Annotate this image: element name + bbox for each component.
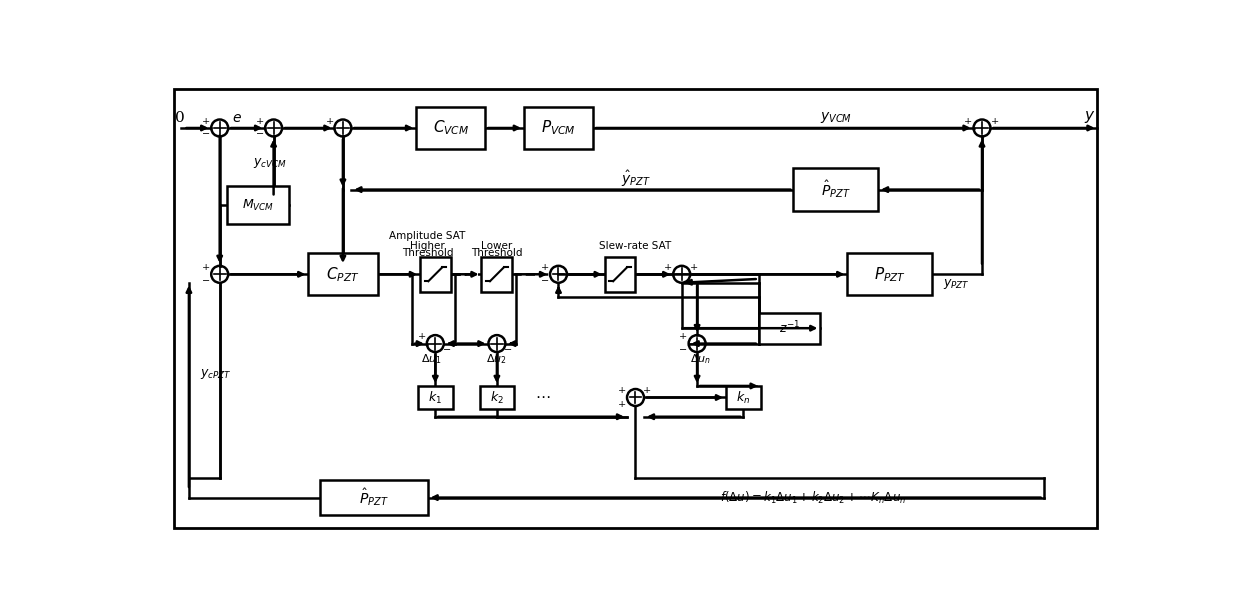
Text: Threshold: Threshold [402, 249, 454, 258]
Text: $f(\Delta u) = k_1\Delta u_1 + k_2\Delta u_2 + \cdots K_n\Delta u_n$: $f(\Delta u) = k_1\Delta u_1 + k_2\Delta… [719, 489, 905, 506]
Text: $\hat{P}_{PZT}$: $\hat{P}_{PZT}$ [358, 487, 388, 508]
Text: +: + [689, 263, 698, 272]
Text: +: + [326, 117, 334, 125]
Bar [794, 169, 878, 211]
Text: $P_{PZT}$: $P_{PZT}$ [873, 265, 905, 284]
Text: $\Delta u_n$: $\Delta u_n$ [691, 352, 712, 366]
Text: −: − [680, 346, 687, 355]
Bar [320, 480, 428, 515]
Text: Amplitude SAT: Amplitude SAT [389, 231, 466, 241]
Text: −: − [505, 346, 512, 355]
Text: $y_{cVCM}$: $y_{cVCM}$ [253, 156, 286, 170]
Text: −: − [443, 346, 451, 355]
Text: −: − [202, 130, 210, 139]
Text: $\cdots$: $\cdots$ [536, 389, 551, 403]
Text: Higher: Higher [410, 241, 445, 251]
Text: −: − [541, 277, 549, 286]
Bar [759, 313, 821, 343]
Text: +: + [418, 332, 427, 341]
Text: $z^{-1}$: $z^{-1}$ [779, 320, 800, 337]
Text: Slew-rate SAT: Slew-rate SAT [599, 241, 672, 251]
Text: +: + [642, 386, 651, 395]
Text: −: − [202, 277, 210, 286]
Text: +: + [619, 386, 626, 395]
Text: $y_{cPZT}$: $y_{cPZT}$ [201, 367, 232, 381]
Text: +: + [680, 332, 687, 341]
Text: $\Delta u_2$: $\Delta u_2$ [486, 352, 507, 366]
Text: Threshold: Threshold [471, 249, 522, 258]
Bar [847, 253, 932, 296]
Text: +: + [963, 117, 972, 125]
Text: $\Delta u_1$: $\Delta u_1$ [422, 352, 441, 366]
Text: +: + [663, 263, 672, 272]
Text: $\hat{P}_{PZT}$: $\hat{P}_{PZT}$ [821, 179, 851, 200]
Bar [417, 107, 485, 149]
Text: $P_{VCM}$: $P_{VCM}$ [541, 119, 575, 137]
Text: $\hat{y}_{PZT}$: $\hat{y}_{PZT}$ [620, 169, 651, 189]
Text: +: + [541, 263, 549, 272]
Text: $k_1$: $k_1$ [428, 389, 443, 406]
Text: 0: 0 [175, 111, 185, 125]
Text: $y$: $y$ [1084, 109, 1096, 125]
Bar [420, 257, 450, 291]
Text: −: − [255, 130, 264, 139]
Bar [523, 107, 593, 149]
Text: +: + [619, 400, 626, 409]
Text: +: + [255, 117, 264, 125]
Text: +: + [202, 117, 210, 125]
Text: Lower: Lower [481, 241, 512, 251]
Text: +: + [991, 117, 999, 125]
Text: $e$: $e$ [232, 111, 242, 125]
Text: $C_{PZT}$: $C_{PZT}$ [326, 265, 360, 284]
Bar [605, 257, 635, 291]
Bar [418, 386, 453, 409]
Text: $y_{PZT}$: $y_{PZT}$ [944, 277, 971, 290]
Text: $k_n$: $k_n$ [737, 389, 750, 406]
Text: $k_2$: $k_2$ [490, 389, 503, 406]
Bar [309, 253, 377, 296]
Text: $C_{VCM}$: $C_{VCM}$ [433, 119, 469, 137]
Bar [725, 386, 760, 409]
Bar [480, 386, 515, 409]
Text: $M_{VCM}$: $M_{VCM}$ [242, 197, 274, 213]
Text: +: + [202, 263, 210, 272]
Bar [227, 186, 289, 224]
Text: $y_{VCM}$: $y_{VCM}$ [820, 110, 852, 125]
Bar [481, 257, 512, 291]
